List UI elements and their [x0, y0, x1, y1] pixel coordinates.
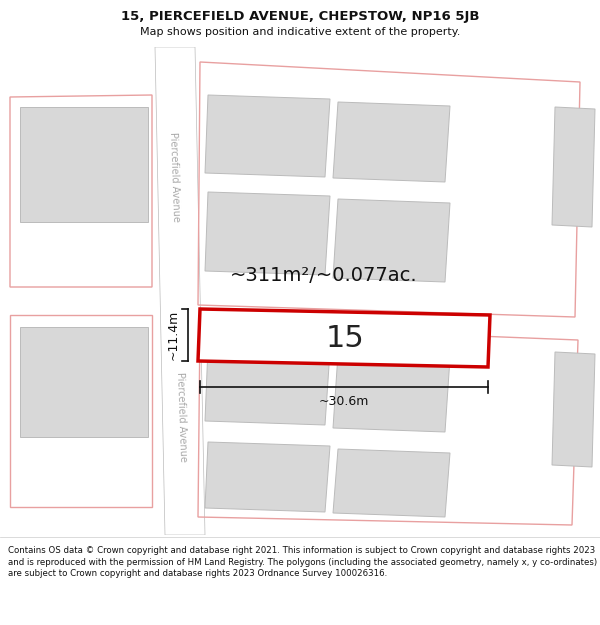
Polygon shape: [552, 352, 595, 467]
Text: ~311m²/~0.077ac.: ~311m²/~0.077ac.: [230, 266, 418, 284]
Polygon shape: [205, 347, 330, 425]
Polygon shape: [205, 442, 330, 512]
Polygon shape: [205, 95, 330, 177]
Text: ~30.6m: ~30.6m: [319, 395, 369, 408]
Text: Piercefield Avenue: Piercefield Avenue: [169, 132, 182, 222]
Polygon shape: [20, 107, 148, 222]
Polygon shape: [333, 102, 450, 182]
Text: Map shows position and indicative extent of the property.: Map shows position and indicative extent…: [140, 27, 460, 37]
Text: ~11.4m: ~11.4m: [167, 310, 180, 360]
Polygon shape: [333, 199, 450, 282]
Polygon shape: [205, 192, 330, 275]
Polygon shape: [198, 309, 490, 367]
Polygon shape: [333, 354, 450, 432]
Polygon shape: [20, 327, 148, 437]
Polygon shape: [155, 47, 205, 535]
Text: 15, PIERCEFIELD AVENUE, CHEPSTOW, NP16 5JB: 15, PIERCEFIELD AVENUE, CHEPSTOW, NP16 5…: [121, 11, 479, 23]
Polygon shape: [333, 449, 450, 517]
Polygon shape: [552, 107, 595, 227]
Text: Piercefield Avenue: Piercefield Avenue: [175, 372, 188, 462]
Text: Contains OS data © Crown copyright and database right 2021. This information is : Contains OS data © Crown copyright and d…: [8, 546, 597, 578]
Text: 15: 15: [326, 324, 364, 352]
